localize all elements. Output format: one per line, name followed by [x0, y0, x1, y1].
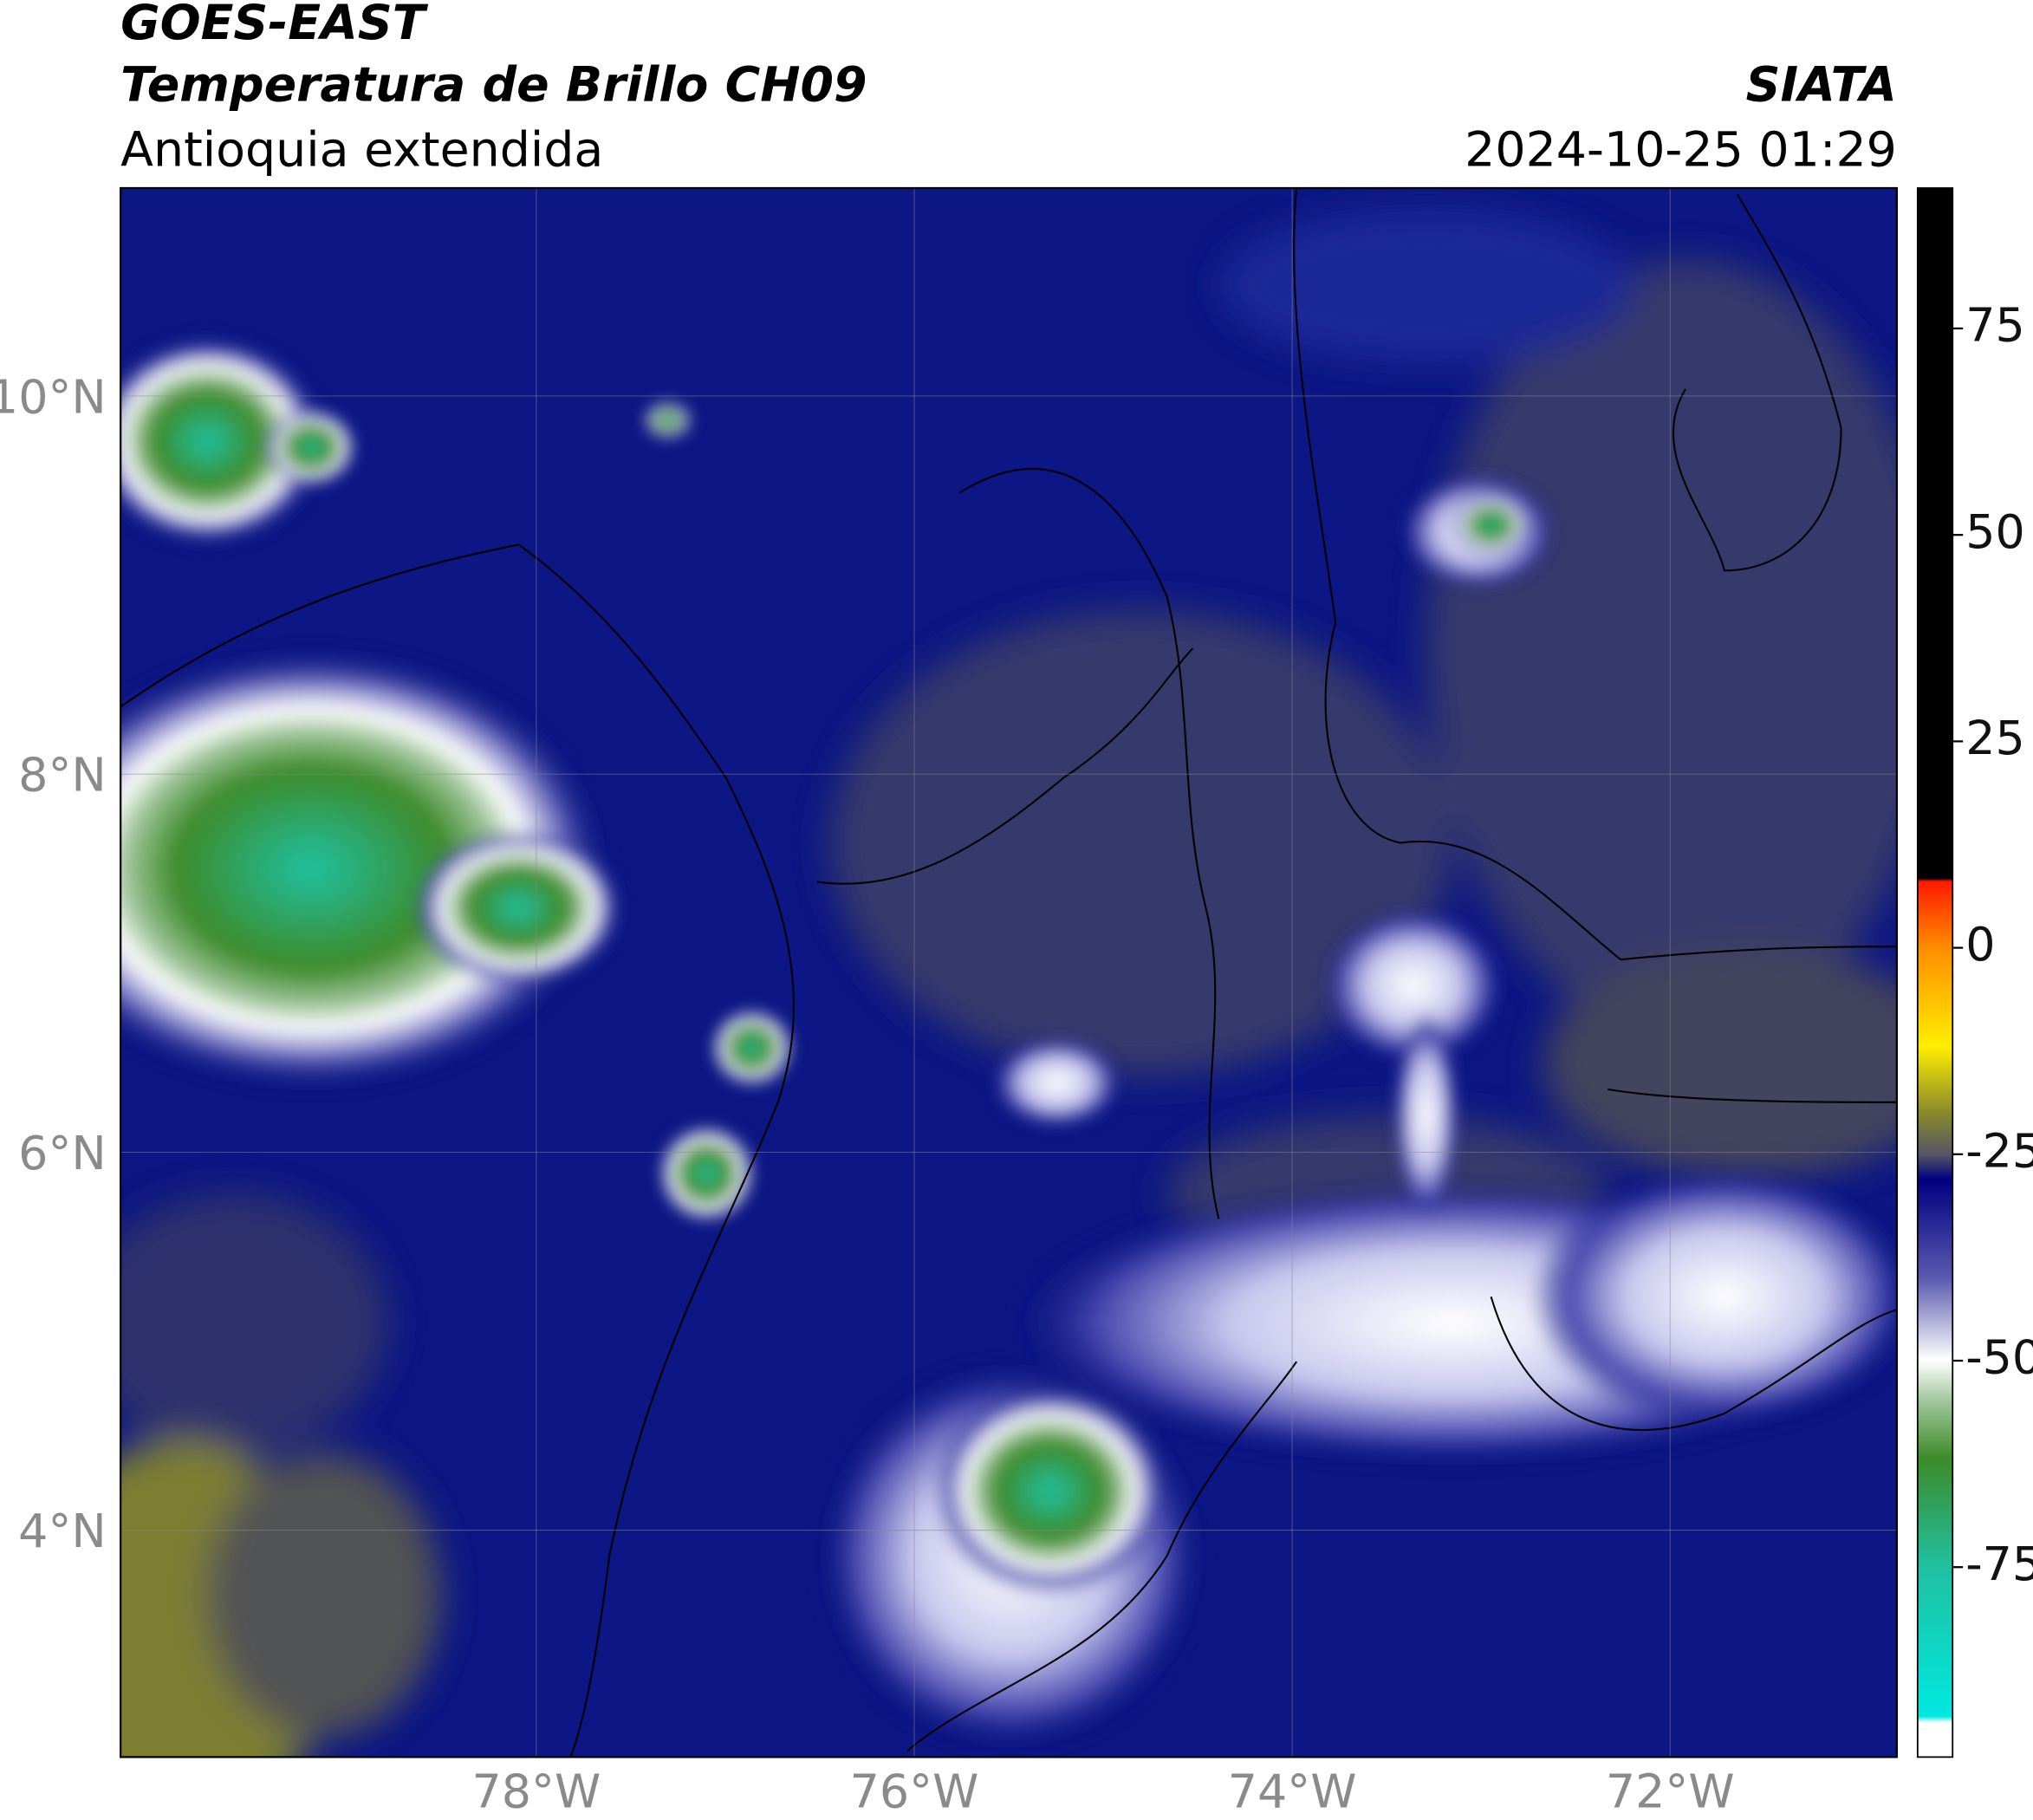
x-tick-label: 78°W [472, 1765, 601, 1819]
y-tick-label: 8°N [18, 748, 106, 803]
x-tick-label: 76°W [850, 1765, 979, 1819]
y-tick-label: 6°N [18, 1126, 106, 1180]
colorbar-tick-label: 0 [1965, 917, 1995, 972]
satellite-image [120, 188, 1897, 1758]
colorbar-tick-label: -75 [1965, 1537, 2033, 1591]
map-frame [120, 186, 1899, 1758]
colorbar-tick-label: 75 [1965, 298, 2025, 353]
datetime: 2024-10-25 01:29 [1465, 123, 1897, 179]
source: SIATA [1746, 58, 1897, 114]
colorbar-ticks: 75 50 25 0 -25 -50 -75 [1952, 298, 2033, 1591]
region: Antioquia extendida [120, 123, 603, 179]
title: GOES-EAST [120, 0, 429, 51]
colorbar-tick-label: -25 [1965, 1123, 2033, 1178]
subtitle: Temperatura de Brillo CH09 [120, 58, 867, 114]
colorbar-tick-label: 50 [1965, 504, 2025, 559]
borders [120, 188, 1897, 1758]
colorbar [1916, 187, 1954, 1758]
graticule [120, 188, 1897, 1758]
colorbar-tick-label: -50 [1965, 1330, 2033, 1385]
x-tick-label: 72°W [1606, 1765, 1735, 1819]
x-tick-label: 74°W [1228, 1765, 1357, 1819]
y-tick-label: 10°N [0, 369, 107, 424]
y-tick-label: 4°N [18, 1504, 106, 1558]
colorbar-tick-label: 25 [1965, 711, 2025, 765]
